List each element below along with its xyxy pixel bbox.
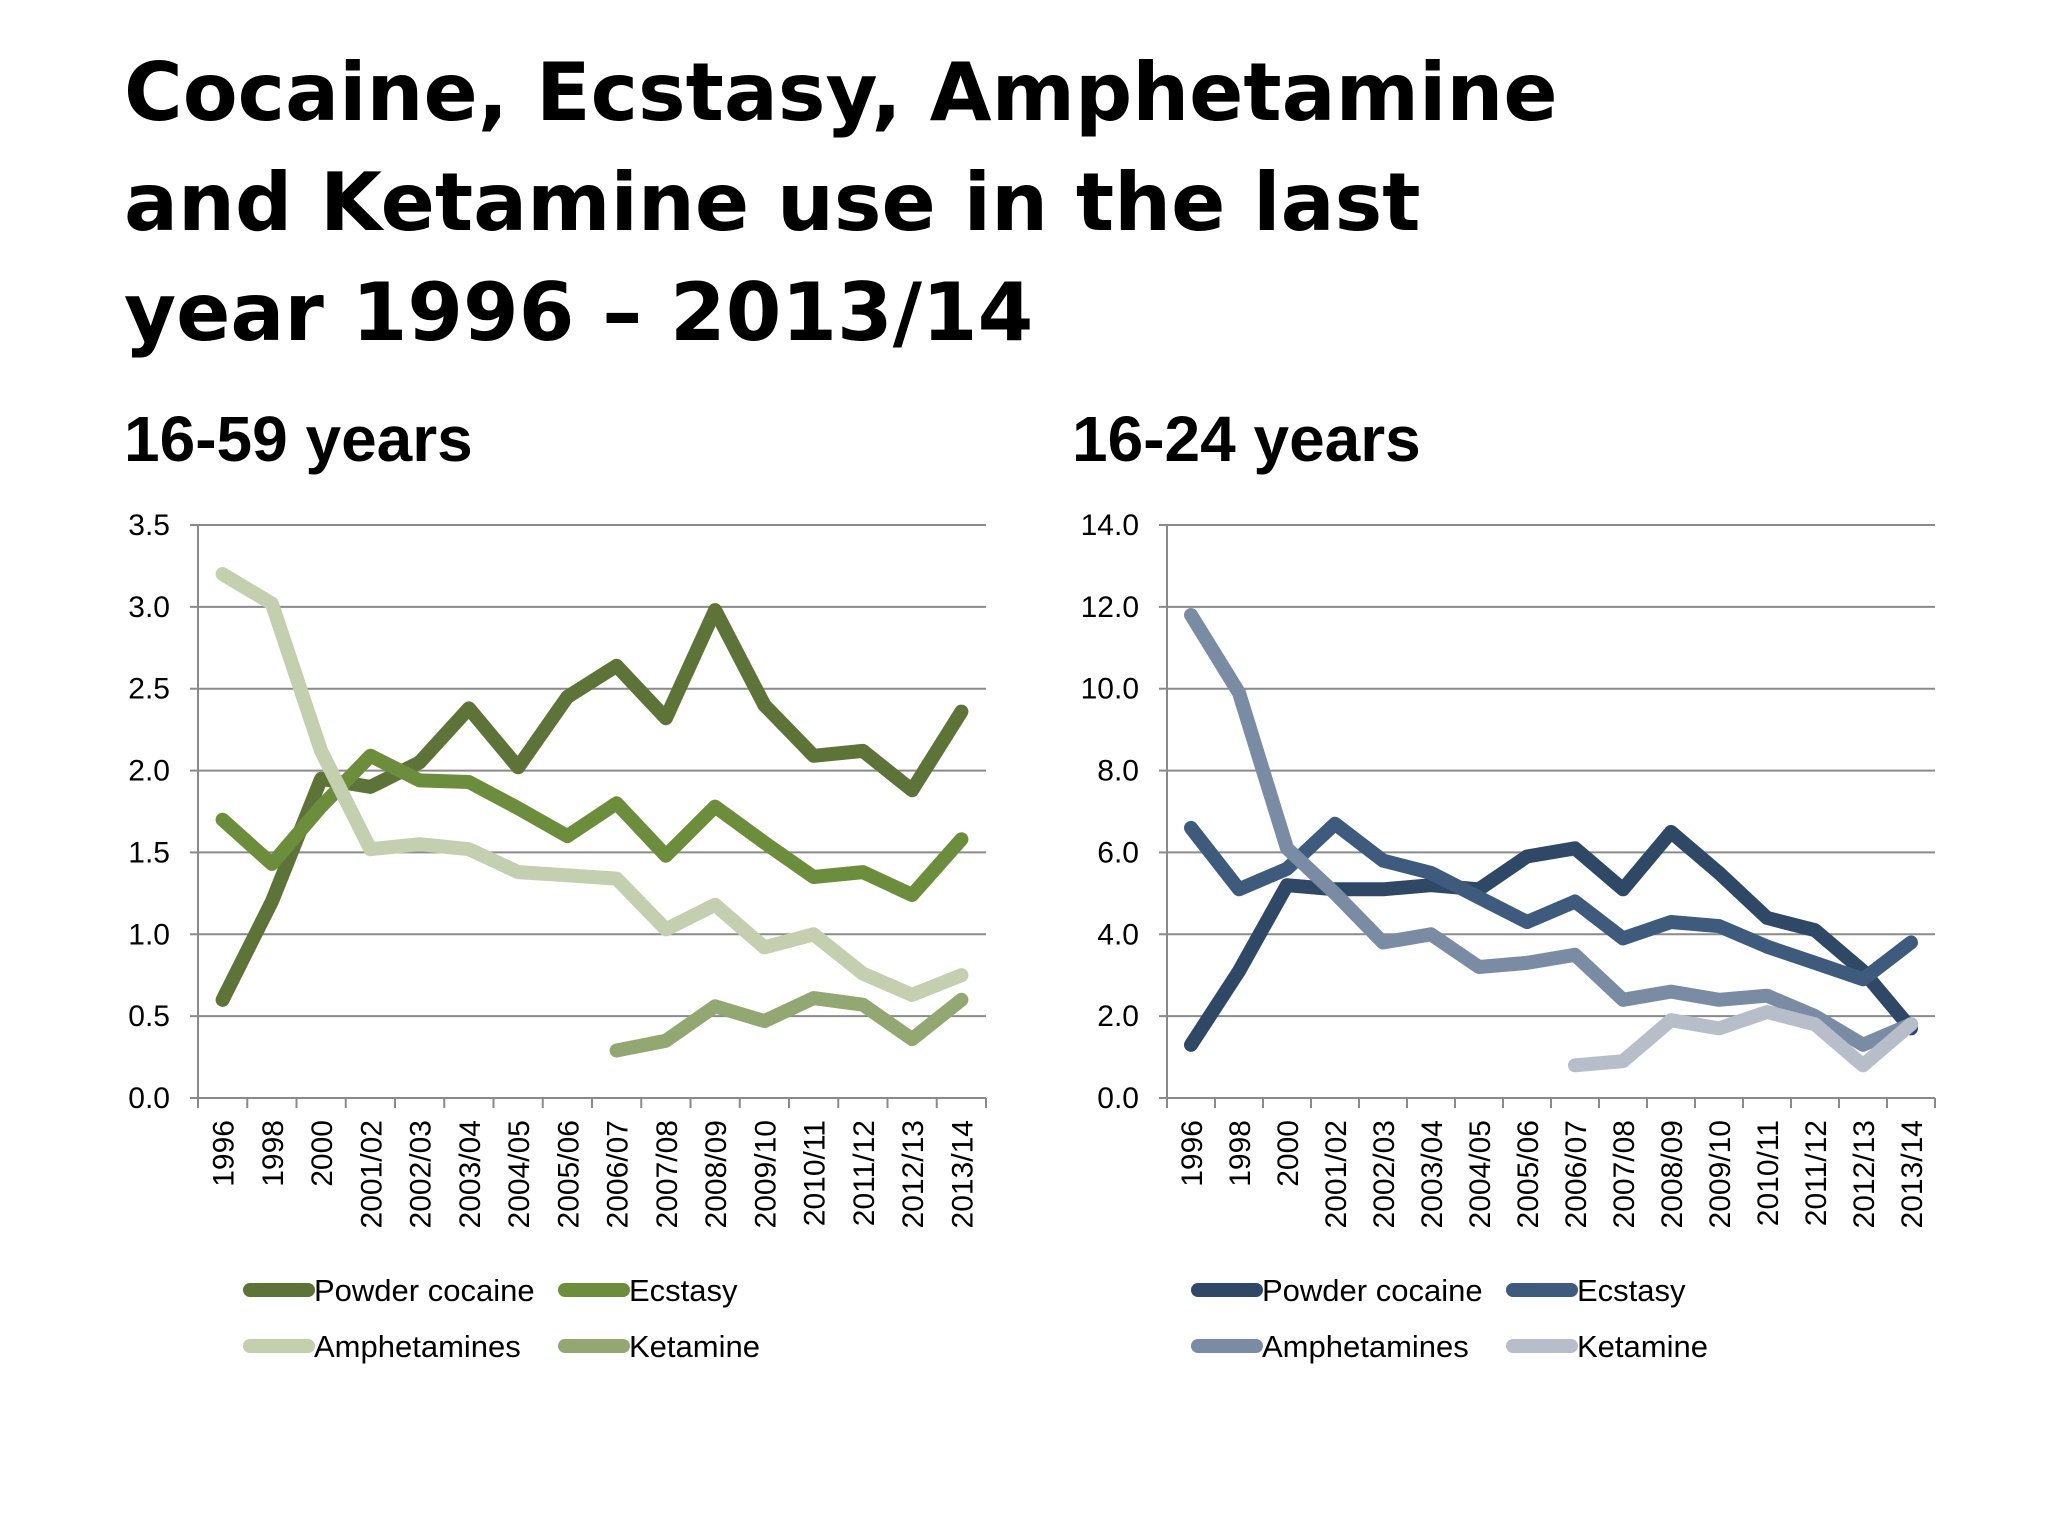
x-tick-label: 2000 — [306, 1120, 339, 1187]
y-tick-label: 12.0 — [1081, 591, 1139, 624]
right-chart-subtitle: 16-24 years — [1072, 403, 1421, 475]
x-tick-label: 2007/08 — [651, 1120, 684, 1228]
y-tick-label: 1.5 — [128, 836, 170, 869]
chart-16-59-years: 0.0 0.5 1.0 1.5 2.0 2.5 3.0 3.5 1996 1998 2000 2001… — [128, 509, 987, 1364]
y-tick-label: 3.5 — [128, 509, 170, 542]
x-tick-label: 2001/02 — [355, 1120, 388, 1228]
x-tick-label: 2010/11 — [799, 1120, 832, 1226]
left-chart-subtitle: 16-59 years — [124, 403, 473, 475]
slide-title: Cocaine, Ecstasy, Amphetamine and Ketami… — [124, 46, 1558, 359]
x-tick-label: 2006/07 — [1560, 1120, 1593, 1228]
x-tick-label: 2008/09 — [700, 1120, 733, 1228]
x-tick-label: 2005/06 — [1512, 1120, 1545, 1228]
y-tick-label: 10.0 — [1081, 673, 1139, 706]
x-tick-label: 2006/07 — [602, 1120, 635, 1228]
x-tick-label: 1998 — [257, 1120, 290, 1187]
y-tick-label: 0.0 — [1097, 1082, 1139, 1115]
x-tick-label: 2013/14 — [1896, 1120, 1929, 1228]
legend-label: Ecstasy — [1577, 1273, 1686, 1308]
series-line-ecstasy — [215, 748, 969, 902]
series-line-amphetamines — [1184, 608, 1918, 1052]
x-tick-label: 2002/03 — [1368, 1120, 1401, 1228]
y-tick-label: 0.5 — [128, 1000, 170, 1033]
chart-16-24-years: 0.0 2.0 4.0 6.0 8.0 10.0 12.0 14.0 1996 1998 2000 2… — [1081, 509, 1936, 1364]
y-tick-label: 2.0 — [1097, 1000, 1139, 1033]
x-tick-label: 2009/10 — [749, 1120, 782, 1228]
x-tick-label: 2012/13 — [897, 1120, 930, 1228]
legend-label: Powder cocaine — [314, 1273, 535, 1308]
y-tick-label: 14.0 — [1081, 509, 1139, 542]
series-line-ketamine — [1568, 1005, 1918, 1073]
x-tick-label: 2003/04 — [1416, 1120, 1449, 1228]
series-line-powder-cocaine — [215, 603, 969, 1007]
x-tick-label: 1996 — [1176, 1120, 1209, 1187]
legend-label: Powder cocaine — [1262, 1273, 1483, 1308]
x-tick-label: 2008/09 — [1656, 1120, 1689, 1228]
x-tick-label: 2004/05 — [1464, 1120, 1497, 1228]
x-tick-label: 2010/11 — [1752, 1120, 1785, 1226]
y-tick-label: 6.0 — [1097, 836, 1139, 869]
y-tick-label: 2.0 — [128, 755, 170, 788]
x-tick-label: 2009/10 — [1704, 1120, 1737, 1228]
x-tick-label: 2011/12 — [1800, 1120, 1833, 1226]
legend-label: Ketamine — [1577, 1329, 1708, 1364]
y-tick-label: 4.0 — [1097, 918, 1139, 951]
y-tick-label: 0.0 — [128, 1082, 170, 1115]
y-tick-label: 3.0 — [128, 591, 170, 624]
legend-label: Ketamine — [629, 1329, 760, 1364]
x-tick-label: 2005/06 — [552, 1120, 585, 1228]
series-line-ketamine — [609, 991, 969, 1058]
legend-label: Amphetamines — [314, 1329, 521, 1364]
y-tick-label: 2.5 — [128, 673, 170, 706]
y-tick-label: 1.0 — [128, 918, 170, 951]
x-tick-label: 1998 — [1224, 1120, 1257, 1187]
legend-label: Ecstasy — [629, 1273, 738, 1308]
series-line-amphetamines — [215, 567, 969, 1002]
x-tick-label: 2013/14 — [946, 1120, 979, 1228]
x-tick-label: 2007/08 — [1608, 1120, 1641, 1228]
x-tick-label: 2000 — [1272, 1120, 1305, 1187]
x-tick-label: 2004/05 — [503, 1120, 536, 1228]
y-tick-label: 8.0 — [1097, 755, 1139, 788]
x-tick-label: 2011/12 — [848, 1120, 881, 1226]
x-tick-label: 2002/03 — [405, 1120, 438, 1228]
series-line-powder-cocaine — [1184, 825, 1918, 1052]
x-tick-label: 2012/13 — [1848, 1120, 1881, 1228]
x-tick-label: 1996 — [208, 1120, 241, 1187]
x-tick-label: 2001/02 — [1320, 1120, 1353, 1228]
legend-label: Amphetamines — [1262, 1329, 1469, 1364]
x-tick-label: 2003/04 — [454, 1120, 487, 1228]
series-line-ecstasy — [1184, 816, 1918, 987]
